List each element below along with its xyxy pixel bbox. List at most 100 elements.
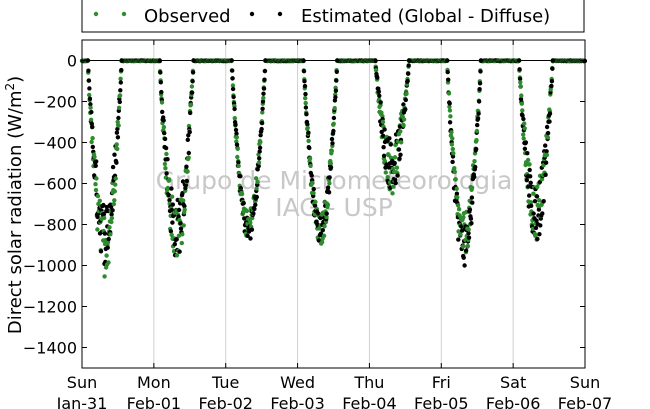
estimated-point xyxy=(326,190,332,195)
legend-label-observed: Observed xyxy=(144,6,231,27)
estimated-point xyxy=(248,236,253,241)
estimated-point xyxy=(105,245,110,250)
estimated-point xyxy=(527,167,532,173)
observed-point xyxy=(109,219,114,225)
estimated-point xyxy=(376,89,381,94)
estimated-point xyxy=(388,142,393,147)
estimated-point xyxy=(229,58,234,63)
estimated-point xyxy=(176,207,182,213)
x-tick-label-date-6: Feb-06 xyxy=(486,394,540,409)
estimated-point xyxy=(398,152,403,157)
y-axis: 0 −200 −400 −600 −800 −1000 −1200 −1400 xyxy=(23,52,585,358)
observed-point xyxy=(383,170,388,175)
estimated-point xyxy=(90,144,96,150)
observed-point xyxy=(102,274,107,279)
estimated-point xyxy=(393,180,398,186)
estimated-point xyxy=(94,159,99,164)
estimated-point xyxy=(476,99,482,104)
observed-point xyxy=(111,201,117,207)
estimated-point xyxy=(230,76,235,81)
observed-point xyxy=(235,154,240,160)
estimated-point xyxy=(185,137,190,142)
observed-point xyxy=(521,136,526,141)
estimated-point xyxy=(170,220,175,225)
estimated-point xyxy=(117,99,123,105)
legend-label-estimated: Estimated (Global - Diffuse) xyxy=(301,6,550,27)
observed-point xyxy=(474,138,479,143)
estimated-point xyxy=(176,214,181,219)
estimated-point xyxy=(261,86,267,91)
estimated-point xyxy=(233,127,239,133)
observed-point xyxy=(109,215,115,221)
observed-point xyxy=(453,177,458,182)
observed-point xyxy=(472,159,477,164)
estimated-point xyxy=(478,58,484,63)
estimated-point xyxy=(468,216,474,221)
estimated-point xyxy=(109,212,114,217)
y-tick-label-6: −1200 xyxy=(23,298,77,317)
estimated-point xyxy=(309,173,314,178)
estimated-point xyxy=(528,174,533,179)
estimated-point xyxy=(476,111,481,116)
estimated-point xyxy=(234,131,239,136)
y-tick-label-1: −200 xyxy=(33,93,77,112)
estimated-point xyxy=(373,58,378,63)
observed-point xyxy=(181,223,186,228)
estimated-point xyxy=(172,242,177,247)
observed-point xyxy=(159,100,165,105)
estimated-point xyxy=(325,185,331,190)
estimated-point xyxy=(303,91,308,97)
observed-point xyxy=(324,214,329,220)
observed-point xyxy=(392,155,398,160)
observed-point xyxy=(456,207,462,212)
estimated-point xyxy=(521,116,526,122)
observed-point xyxy=(391,184,396,189)
estimated-point xyxy=(466,235,472,240)
y-tick-label-5: −1000 xyxy=(23,257,77,276)
estimated-point xyxy=(475,122,480,128)
estimated-point xyxy=(302,83,308,89)
estimated-point xyxy=(187,129,192,135)
y-tick-label-0: 0 xyxy=(67,52,77,71)
estimated-point xyxy=(159,89,164,95)
observed-point xyxy=(525,157,531,163)
observed-point xyxy=(465,243,470,249)
estimated-point xyxy=(478,69,483,74)
estimated-point xyxy=(528,180,533,185)
estimated-point xyxy=(531,211,536,216)
estimated-point xyxy=(406,71,411,76)
estimated-point xyxy=(88,102,93,107)
observed-point xyxy=(535,184,540,190)
x-tick-label-day-1: Mon xyxy=(137,373,171,392)
observed-point xyxy=(93,182,98,187)
observed-point xyxy=(303,100,308,106)
estimated-point xyxy=(445,58,450,63)
estimated-point xyxy=(527,193,532,198)
observed-point xyxy=(89,139,94,145)
observed-point xyxy=(236,163,241,169)
observed-point xyxy=(113,182,118,187)
estimated-point xyxy=(259,120,265,126)
observed-point xyxy=(454,186,459,191)
estimated-point xyxy=(163,145,169,151)
estimated-point xyxy=(462,263,467,268)
estimated-point xyxy=(303,105,309,110)
estimated-point xyxy=(401,102,406,107)
legend: Observed Estimated (Global - Diffuse) xyxy=(81,0,585,33)
observed-point xyxy=(328,161,333,166)
y-tick-label-7: −1400 xyxy=(23,339,77,358)
estimated-point xyxy=(407,58,412,63)
observed-point xyxy=(185,169,190,174)
observed-point xyxy=(390,191,395,196)
estimated-point xyxy=(165,157,170,162)
estimated-point xyxy=(516,58,522,63)
observed-point xyxy=(260,110,265,115)
estimated-point xyxy=(403,97,408,103)
estimated-point xyxy=(333,95,338,100)
observed-point xyxy=(329,148,334,154)
observed-point xyxy=(232,116,237,121)
observed-point xyxy=(451,151,456,156)
x-tick-label-day-0: Sun xyxy=(67,373,97,392)
estimated-point xyxy=(102,231,108,236)
